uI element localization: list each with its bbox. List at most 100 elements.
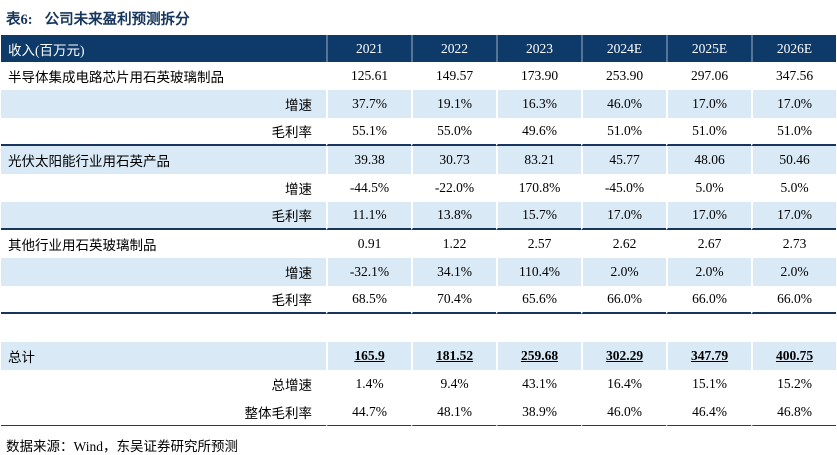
value-cell: 46.0% bbox=[581, 398, 666, 426]
value-cell bbox=[581, 314, 666, 342]
value-cell: 38.9% bbox=[496, 398, 581, 426]
value-cell: 15.2% bbox=[751, 370, 836, 398]
table-row: 毛利率 68.5% 70.4% 65.6% 66.0% 66.0% 66.0% bbox=[1, 286, 836, 314]
data-source-note: 数据来源：Wind，东吴证券研究所预测 bbox=[6, 439, 238, 454]
row-label-cell bbox=[1, 314, 326, 342]
value-cell: 70.4% bbox=[411, 286, 496, 314]
value-cell: 48.06 bbox=[666, 146, 751, 174]
value-cell: 45.77 bbox=[581, 146, 666, 174]
value-cell: 17.0% bbox=[751, 90, 836, 118]
row-label-cell: 毛利率 bbox=[1, 118, 326, 146]
column-header-revenue: 收入(百万元) bbox=[1, 35, 326, 62]
value-cell: 400.75 bbox=[751, 342, 836, 370]
column-header-2026e: 2026E bbox=[751, 35, 836, 62]
row-label-cell: 整体毛利率 bbox=[1, 398, 326, 426]
value-cell: 2.67 bbox=[666, 230, 751, 258]
value-cell: 2.57 bbox=[496, 230, 581, 258]
value-cell: 37.7% bbox=[326, 90, 411, 118]
value-cell: 11.1% bbox=[326, 202, 411, 230]
value-cell: 253.90 bbox=[581, 62, 666, 90]
column-header-2025e: 2025E bbox=[666, 35, 751, 62]
value-cell: 83.21 bbox=[496, 146, 581, 174]
table-row: 增速 -44.5% -22.0% 170.8% -45.0% 5.0% 5.0% bbox=[1, 174, 836, 202]
row-label-cell: 增速 bbox=[1, 174, 326, 202]
value-cell: 34.1% bbox=[411, 258, 496, 286]
value-cell: 43.1% bbox=[496, 370, 581, 398]
table-row: 增速 37.7% 19.1% 16.3% 46.0% 17.0% 17.0% bbox=[1, 90, 836, 118]
value-cell: 68.5% bbox=[326, 286, 411, 314]
value-cell: 125.61 bbox=[326, 62, 411, 90]
row-label-cell: 总增速 bbox=[1, 370, 326, 398]
value-cell: 170.8% bbox=[496, 174, 581, 202]
table-row: 其他行业用石英玻璃制品 0.91 1.22 2.57 2.62 2.67 2.73 bbox=[1, 230, 836, 258]
value-cell: 15.1% bbox=[666, 370, 751, 398]
value-cell: 13.8% bbox=[411, 202, 496, 230]
value-cell: 5.0% bbox=[751, 174, 836, 202]
row-label-cell: 总计 bbox=[1, 342, 326, 370]
value-cell: 15.7% bbox=[496, 202, 581, 230]
row-label-cell: 毛利率 bbox=[1, 286, 326, 314]
value-cell: 16.4% bbox=[581, 370, 666, 398]
table-header-row: 收入(百万元) 2021 2022 2023 2024E 2025E 2026E bbox=[1, 35, 836, 62]
value-cell: 48.1% bbox=[411, 398, 496, 426]
value-cell: 2.0% bbox=[581, 258, 666, 286]
value-cell: 0.91 bbox=[326, 230, 411, 258]
value-cell: 297.06 bbox=[666, 62, 751, 90]
value-cell: 17.0% bbox=[666, 202, 751, 230]
value-cell: 17.0% bbox=[751, 202, 836, 230]
value-cell: 347.56 bbox=[751, 62, 836, 90]
value-cell: 51.0% bbox=[666, 118, 751, 146]
row-label-cell: 增速 bbox=[1, 258, 326, 286]
value-cell: 165.9 bbox=[326, 342, 411, 370]
row-label-cell: 半导体集成电路芯片用石英玻璃制品 bbox=[1, 62, 326, 90]
row-label-cell: 光伏太阳能行业用石英产品 bbox=[1, 146, 326, 174]
table-row: 总增速 1.4% 9.4% 43.1% 16.4% 15.1% 15.2% bbox=[1, 370, 836, 398]
value-cell: 39.38 bbox=[326, 146, 411, 174]
value-cell: 259.68 bbox=[496, 342, 581, 370]
table-number-label: 表6: bbox=[6, 12, 33, 28]
row-label-cell: 其他行业用石英玻璃制品 bbox=[1, 230, 326, 258]
value-cell: 2.0% bbox=[751, 258, 836, 286]
value-cell: 51.0% bbox=[751, 118, 836, 146]
value-cell: 173.90 bbox=[496, 62, 581, 90]
column-header-2022: 2022 bbox=[411, 35, 496, 62]
value-cell: 149.57 bbox=[411, 62, 496, 90]
spacer-row bbox=[1, 314, 836, 342]
value-cell: -32.1% bbox=[326, 258, 411, 286]
table-row: 光伏太阳能行业用石英产品 39.38 30.73 83.21 45.77 48.06 50.… bbox=[1, 146, 836, 174]
table-title-text: 公司未来盈利预测拆分 bbox=[44, 12, 190, 28]
value-cell: 50.46 bbox=[751, 146, 836, 174]
value-cell bbox=[411, 314, 496, 342]
value-cell: 65.6% bbox=[496, 286, 581, 314]
value-cell: 2.62 bbox=[581, 230, 666, 258]
value-cell: 44.7% bbox=[326, 398, 411, 426]
value-cell: 66.0% bbox=[751, 286, 836, 314]
table-row: 毛利率 11.1% 13.8% 15.7% 17.0% 17.0% 17.0% bbox=[1, 202, 836, 230]
column-header-2023: 2023 bbox=[496, 35, 581, 62]
table-row: 半导体集成电路芯片用石英玻璃制品 125.61 149.57 173.90 253.90… bbox=[1, 62, 836, 90]
value-cell bbox=[751, 314, 836, 342]
value-cell: 51.0% bbox=[581, 118, 666, 146]
value-cell: 55.1% bbox=[326, 118, 411, 146]
column-header-2021: 2021 bbox=[326, 35, 411, 62]
value-cell: 49.6% bbox=[496, 118, 581, 146]
value-cell bbox=[496, 314, 581, 342]
value-cell: 2.0% bbox=[666, 258, 751, 286]
profit-forecast-table: 收入(百万元) 2021 2022 2023 2024E 2025E 2026E… bbox=[1, 35, 836, 426]
column-header-2024e: 2024E bbox=[581, 35, 666, 62]
value-cell: 55.0% bbox=[411, 118, 496, 146]
value-cell: 17.0% bbox=[581, 202, 666, 230]
row-label-cell: 毛利率 bbox=[1, 202, 326, 230]
value-cell: 19.1% bbox=[411, 90, 496, 118]
table-row: 整体毛利率 44.7% 48.1% 38.9% 46.0% 46.4% 46.8% bbox=[1, 398, 836, 426]
value-cell bbox=[326, 314, 411, 342]
value-cell bbox=[666, 314, 751, 342]
value-cell: 5.0% bbox=[666, 174, 751, 202]
value-cell: 2.73 bbox=[751, 230, 836, 258]
table-row: 毛利率 55.1% 55.0% 49.6% 51.0% 51.0% 51.0% bbox=[1, 118, 836, 146]
row-label-cell: 增速 bbox=[1, 90, 326, 118]
table-title: 表6: 公司未来盈利预测拆分 bbox=[0, 0, 837, 35]
value-cell: 302.29 bbox=[581, 342, 666, 370]
value-cell: 66.0% bbox=[666, 286, 751, 314]
